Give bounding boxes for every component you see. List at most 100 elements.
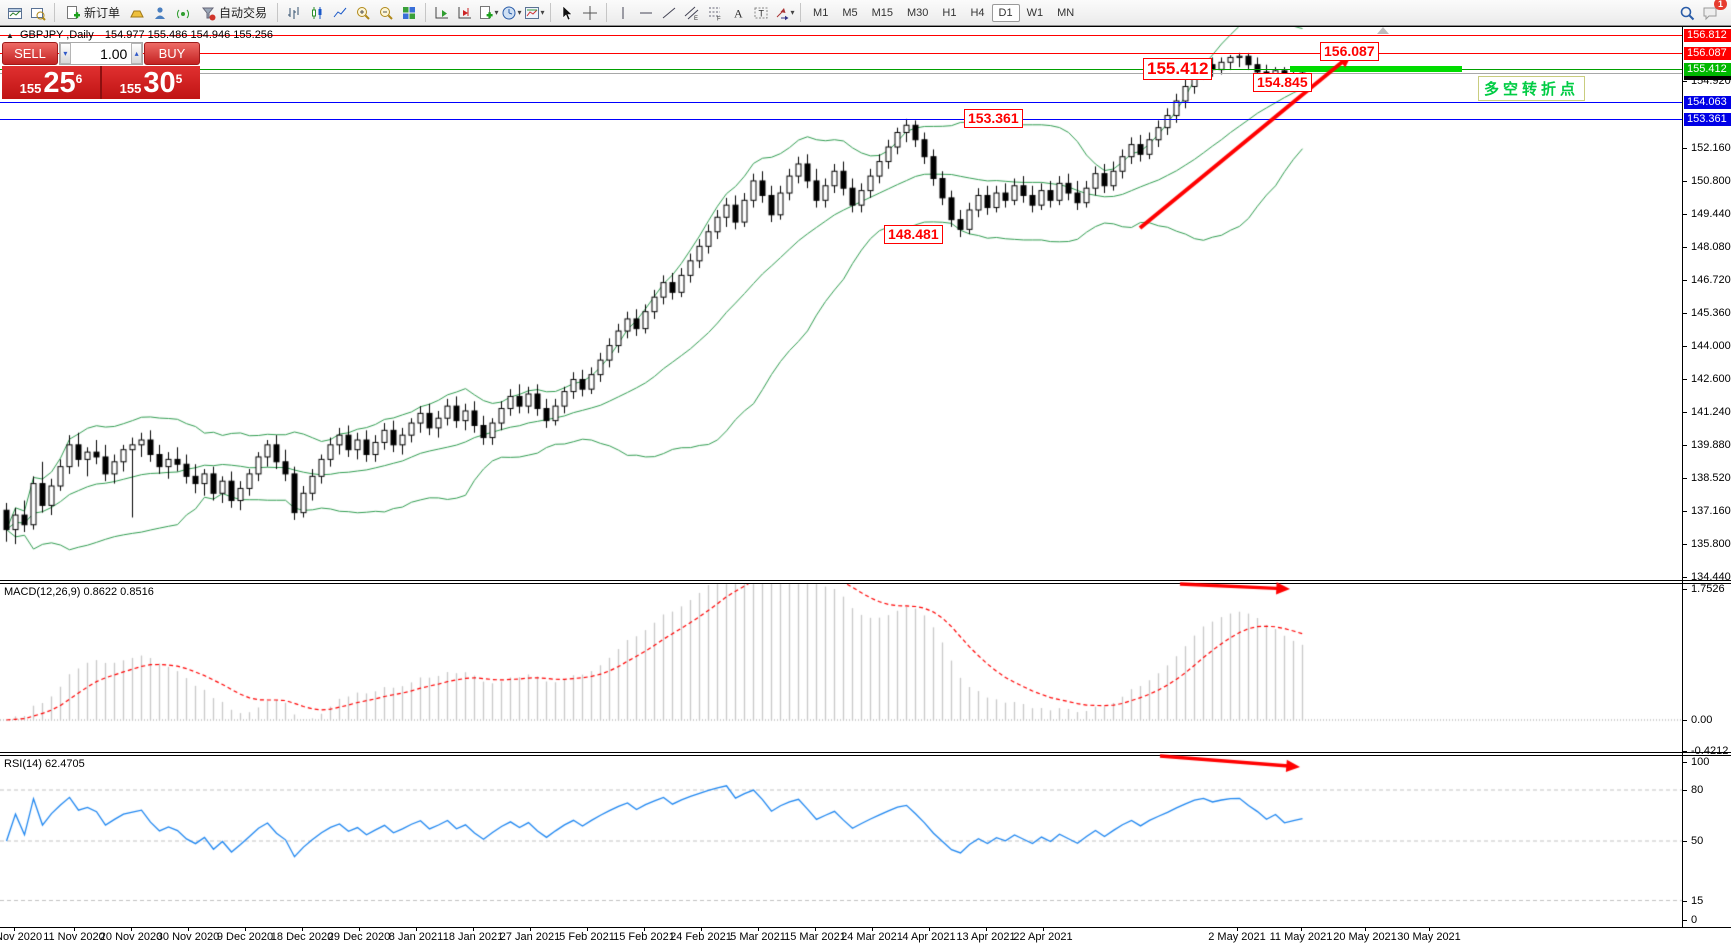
- chevron-down-icon: ▾: [517, 8, 522, 17]
- new-chart-button[interactable]: [4, 2, 26, 23]
- toolbar-separator: [277, 3, 279, 22]
- one-click-trading-panel: SELL ▾ ▴ BUY 155 25 6 155 30 5: [2, 42, 200, 99]
- timeframe-m15[interactable]: M15: [871, 6, 893, 19]
- new-order-button[interactable]: 新订单: [60, 2, 125, 23]
- toolbar-separator: [606, 3, 608, 22]
- timeframe-m5[interactable]: M5: [842, 6, 858, 19]
- date-label: 30 May 2021: [1397, 931, 1461, 943]
- rsi-panel-splitter[interactable]: [0, 752, 1731, 753]
- buy-price-box[interactable]: 155 30 5: [102, 66, 200, 99]
- templates-button[interactable]: ▾: [523, 2, 545, 23]
- chart-top-border: [0, 26, 1731, 27]
- price-tick-mark: [1682, 280, 1687, 281]
- zoom-out-icon[interactable]: [375, 2, 397, 23]
- timeframe-m30[interactable]: M30: [907, 6, 929, 19]
- svg-text:E: E: [694, 16, 698, 21]
- price-tick-mark: [1682, 148, 1687, 149]
- buy-price-prefix: 155: [119, 81, 142, 96]
- zoom-in-icon[interactable]: [352, 2, 374, 23]
- timeframe-m1[interactable]: M1: [813, 6, 829, 19]
- support-zone-bar[interactable]: [1290, 66, 1462, 72]
- price-tick-label: 148.080: [1691, 241, 1731, 253]
- price-tick-label: 141.240: [1691, 406, 1731, 418]
- macd-panel-splitter[interactable]: [0, 580, 1731, 581]
- volume-increase-button[interactable]: ▴: [131, 43, 143, 64]
- volume-decrease-button[interactable]: ▾: [60, 43, 71, 64]
- trendline-tool-icon[interactable]: [658, 2, 680, 23]
- price-tick-label: 142.600: [1691, 373, 1731, 385]
- chart-title: ▲ GBPJPY ,Daily 154.977 155.486 154.946 …: [6, 29, 273, 41]
- annotation-153361[interactable]: 153.361: [964, 109, 1023, 128]
- date-label: 24 Feb 2021: [670, 931, 732, 943]
- profiles-button[interactable]: [27, 2, 49, 23]
- date-label: 20 Nov 2020: [99, 931, 163, 943]
- annotation-154845[interactable]: 154.845: [1253, 73, 1312, 92]
- price-tick-mark: [1682, 412, 1687, 413]
- sell-price-box[interactable]: 155 25 6: [2, 66, 100, 99]
- market-watch-gold-icon[interactable]: [126, 2, 148, 23]
- level-line-156.087[interactable]: [0, 53, 1682, 54]
- macd-tick-label: 0.00: [1691, 714, 1713, 726]
- crosshair-tool-icon[interactable]: [579, 2, 601, 23]
- price-tick-label: 145.360: [1691, 307, 1731, 319]
- splitter-marker-icon[interactable]: [1377, 27, 1389, 34]
- svg-text:A: A: [734, 6, 743, 20]
- notifications-button[interactable]: 1: [1699, 0, 1727, 23]
- timeframe-mn[interactable]: MN: [1057, 6, 1075, 19]
- annotation-148481[interactable]: 148.481: [884, 225, 943, 244]
- timeframe-w1[interactable]: W1: [1026, 6, 1044, 19]
- timeframe-h1[interactable]: H1: [942, 6, 957, 19]
- buy-button[interactable]: BUY: [144, 42, 200, 65]
- price-tick-mark: [1682, 511, 1687, 512]
- date-label: 15 Mar 2021: [784, 931, 846, 943]
- indicators-list-button[interactable]: ▾: [477, 2, 499, 23]
- price-tick-label: 144.000: [1691, 340, 1731, 352]
- horizontal-line-tool-icon[interactable]: [635, 2, 657, 23]
- price-tick-mark: [1682, 346, 1687, 347]
- bar-chart-mode-icon[interactable]: [283, 2, 305, 23]
- level-line-153.361[interactable]: [0, 119, 1682, 120]
- search-icon[interactable]: [1676, 2, 1698, 23]
- text-label-tool-icon[interactable]: T: [750, 2, 772, 23]
- rsi-tick-label: 100: [1691, 756, 1710, 768]
- date-label: 30 Nov 2020: [156, 931, 220, 943]
- date-label: 8 Jan 2021: [388, 931, 444, 943]
- macd-panel-splitter[interactable]: [0, 583, 1731, 584]
- vertical-line-tool-icon[interactable]: [612, 2, 634, 23]
- rsi-indicator-label: RSI(14) 62.4705: [4, 758, 85, 770]
- new-order-label: 新订单: [84, 6, 121, 20]
- turning-point-note[interactable]: 多空转折点: [1478, 76, 1586, 101]
- text-tool-icon[interactable]: A: [727, 2, 749, 23]
- rsi-panel-splitter[interactable]: [0, 755, 1731, 756]
- cursor-tool-icon[interactable]: [556, 2, 578, 23]
- terminal-icon[interactable]: [149, 2, 171, 23]
- candlestick-mode-icon[interactable]: [306, 2, 328, 23]
- chart-shift-icon[interactable]: [454, 2, 476, 23]
- date-label: 4 Apr 2021: [902, 931, 956, 943]
- annotation-156087[interactable]: 156.087: [1320, 42, 1379, 61]
- equidistant-channel-tool-icon[interactable]: E: [681, 2, 703, 23]
- date-label: 11 Nov 2020: [43, 931, 105, 943]
- line-chart-mode-icon[interactable]: [329, 2, 351, 23]
- rsi-tick-label: 0: [1691, 914, 1698, 926]
- timeframe-h4[interactable]: H4: [970, 6, 985, 19]
- periods-button[interactable]: ▾: [500, 2, 522, 23]
- fibonacci-tool-icon[interactable]: F: [704, 2, 726, 23]
- date-label: 2 May 2021: [1208, 931, 1266, 943]
- chart-symbol-period: GBPJPY ,Daily: [19, 29, 94, 41]
- tile-windows-icon[interactable]: [398, 2, 420, 23]
- sell-button[interactable]: SELL: [2, 42, 58, 65]
- date-label: 9 Dec 2020: [216, 931, 274, 943]
- price-tick-mark: [1682, 544, 1687, 545]
- timeframe-d1[interactable]: D1: [991, 3, 1020, 22]
- volume-input[interactable]: [70, 43, 132, 64]
- auto-scroll-icon[interactable]: [431, 2, 453, 23]
- arrows-tool-button[interactable]: ▾: [773, 2, 795, 23]
- date-label: 24 Mar 2021: [841, 931, 903, 943]
- price-axis-line: [1682, 27, 1683, 927]
- annotation-155412[interactable]: 155.412: [1143, 58, 1213, 80]
- signal-icon[interactable]: [172, 2, 194, 23]
- level-line-154.063[interactable]: [0, 102, 1682, 103]
- auto-trading-button[interactable]: 自动交易: [195, 2, 272, 23]
